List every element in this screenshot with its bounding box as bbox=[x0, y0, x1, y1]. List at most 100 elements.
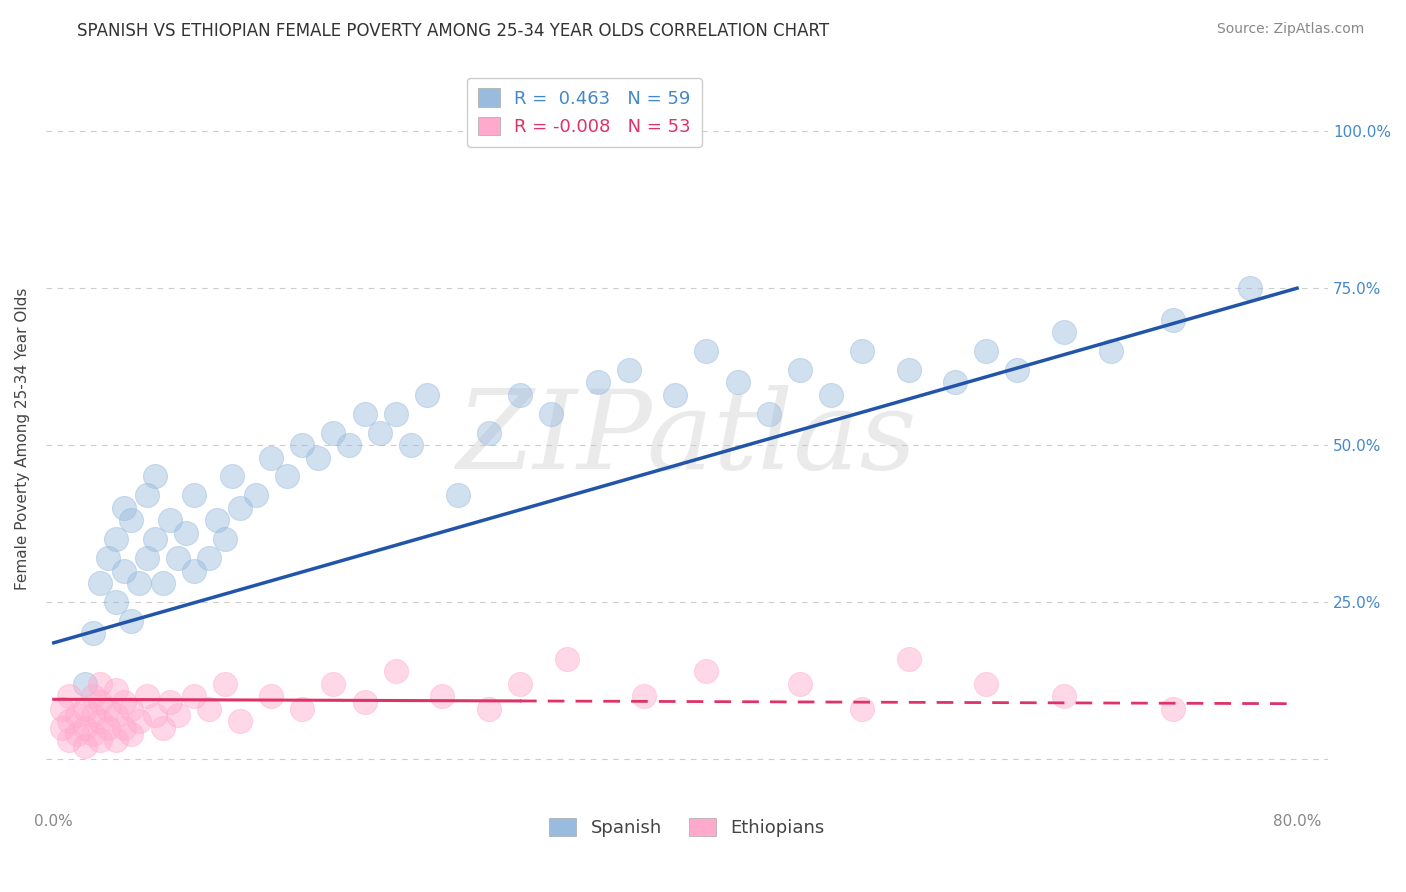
Point bbox=[322, 676, 344, 690]
Point bbox=[1053, 325, 1076, 339]
Point bbox=[509, 676, 531, 690]
Point bbox=[1239, 281, 1261, 295]
Point bbox=[943, 376, 966, 390]
Point bbox=[51, 702, 73, 716]
Point bbox=[51, 721, 73, 735]
Point bbox=[758, 407, 780, 421]
Point bbox=[73, 721, 96, 735]
Point bbox=[120, 614, 142, 628]
Point bbox=[1099, 343, 1122, 358]
Point bbox=[897, 363, 920, 377]
Point bbox=[276, 469, 298, 483]
Point bbox=[136, 551, 159, 566]
Point bbox=[112, 564, 135, 578]
Point bbox=[229, 500, 252, 515]
Point bbox=[89, 714, 111, 729]
Point bbox=[183, 488, 205, 502]
Point bbox=[820, 388, 842, 402]
Point bbox=[851, 702, 873, 716]
Point bbox=[183, 564, 205, 578]
Point bbox=[291, 438, 314, 452]
Point bbox=[73, 702, 96, 716]
Point bbox=[73, 676, 96, 690]
Point bbox=[97, 702, 120, 716]
Point bbox=[167, 551, 190, 566]
Point bbox=[260, 689, 283, 703]
Point bbox=[58, 714, 80, 729]
Point bbox=[112, 500, 135, 515]
Point bbox=[322, 425, 344, 440]
Point bbox=[540, 407, 562, 421]
Point bbox=[143, 469, 166, 483]
Point bbox=[82, 689, 104, 703]
Point bbox=[82, 708, 104, 723]
Point bbox=[1161, 312, 1184, 326]
Point bbox=[66, 727, 89, 741]
Point bbox=[97, 551, 120, 566]
Legend: Spanish, Ethiopians: Spanish, Ethiopians bbox=[543, 811, 832, 845]
Point bbox=[695, 664, 717, 678]
Point bbox=[416, 388, 439, 402]
Point bbox=[159, 513, 181, 527]
Point bbox=[337, 438, 360, 452]
Point bbox=[727, 376, 749, 390]
Point bbox=[58, 689, 80, 703]
Point bbox=[214, 533, 236, 547]
Point bbox=[143, 533, 166, 547]
Point bbox=[205, 513, 228, 527]
Text: SPANISH VS ETHIOPIAN FEMALE POVERTY AMONG 25-34 YEAR OLDS CORRELATION CHART: SPANISH VS ETHIOPIAN FEMALE POVERTY AMON… bbox=[77, 22, 830, 40]
Point bbox=[633, 689, 655, 703]
Point bbox=[478, 702, 501, 716]
Point bbox=[104, 682, 127, 697]
Point bbox=[897, 651, 920, 665]
Point bbox=[974, 343, 997, 358]
Point bbox=[198, 702, 221, 716]
Point bbox=[214, 676, 236, 690]
Point bbox=[120, 727, 142, 741]
Point bbox=[120, 513, 142, 527]
Point bbox=[183, 689, 205, 703]
Point bbox=[104, 708, 127, 723]
Point bbox=[399, 438, 422, 452]
Text: ZIPatlas: ZIPatlas bbox=[457, 385, 917, 492]
Point bbox=[368, 425, 391, 440]
Point bbox=[291, 702, 314, 716]
Point bbox=[1007, 363, 1029, 377]
Point bbox=[58, 733, 80, 747]
Point bbox=[260, 450, 283, 465]
Point bbox=[82, 626, 104, 640]
Point bbox=[120, 702, 142, 716]
Point bbox=[617, 363, 640, 377]
Point bbox=[104, 595, 127, 609]
Point bbox=[104, 733, 127, 747]
Point bbox=[128, 714, 150, 729]
Point bbox=[384, 664, 406, 678]
Point bbox=[174, 526, 197, 541]
Point bbox=[478, 425, 501, 440]
Point bbox=[229, 714, 252, 729]
Point bbox=[447, 488, 470, 502]
Point bbox=[245, 488, 267, 502]
Point bbox=[128, 576, 150, 591]
Point bbox=[152, 721, 174, 735]
Point bbox=[221, 469, 243, 483]
Point bbox=[89, 676, 111, 690]
Point bbox=[143, 708, 166, 723]
Point bbox=[82, 727, 104, 741]
Point bbox=[664, 388, 686, 402]
Point bbox=[167, 708, 190, 723]
Point bbox=[509, 388, 531, 402]
Point bbox=[89, 733, 111, 747]
Point bbox=[789, 363, 811, 377]
Point bbox=[353, 695, 375, 709]
Point bbox=[695, 343, 717, 358]
Point bbox=[432, 689, 454, 703]
Point bbox=[384, 407, 406, 421]
Point bbox=[1053, 689, 1076, 703]
Point bbox=[73, 739, 96, 754]
Point bbox=[112, 695, 135, 709]
Point bbox=[136, 488, 159, 502]
Point bbox=[152, 576, 174, 591]
Point bbox=[89, 576, 111, 591]
Y-axis label: Female Poverty Among 25-34 Year Olds: Female Poverty Among 25-34 Year Olds bbox=[15, 287, 30, 590]
